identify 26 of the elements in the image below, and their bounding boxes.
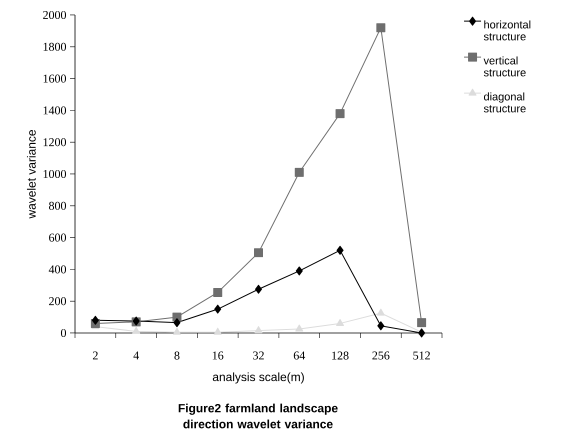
x-tick-label: 2 [92,352,98,360]
y-tick-label: 1600 [44,74,66,83]
x-tick-label: 64 [294,352,306,360]
y-tick-label: 600 [49,234,66,242]
x-tick-label: 128 [332,352,349,360]
x-tick-label: 32 [253,352,264,360]
legend-label: horizontal structure [484,20,530,40]
y-tick-label: 400 [48,265,66,274]
y-tick-label: 1400 [44,106,66,114]
y-tick-label: 1800 [44,42,66,51]
y-axis-title: wavelet variance [26,130,36,219]
text: Figure2 farmland landscape direction wavelet variance [178,404,338,428]
x-tick-label: 256 [372,352,390,360]
y-tick-label: 2000 [43,10,66,20]
legend-label: vertical structure [484,56,526,76]
y-tick-label: 800 [49,202,66,210]
y-tick-label: 1000 [44,170,66,178]
x-tick-label: 4 [133,352,139,360]
y-tick-label: 200 [49,297,66,306]
x-tick-label: 16 [212,352,224,360]
y-tick-label: 1200 [44,138,66,146]
x-tick-label: 8 [174,352,180,360]
x-tick-label: 512 [413,352,430,360]
legend-label: diagonal structure [484,92,526,112]
y-tick-label: 0 [60,328,66,338]
x-axis-title: analysis scale(m) [212,372,304,384]
